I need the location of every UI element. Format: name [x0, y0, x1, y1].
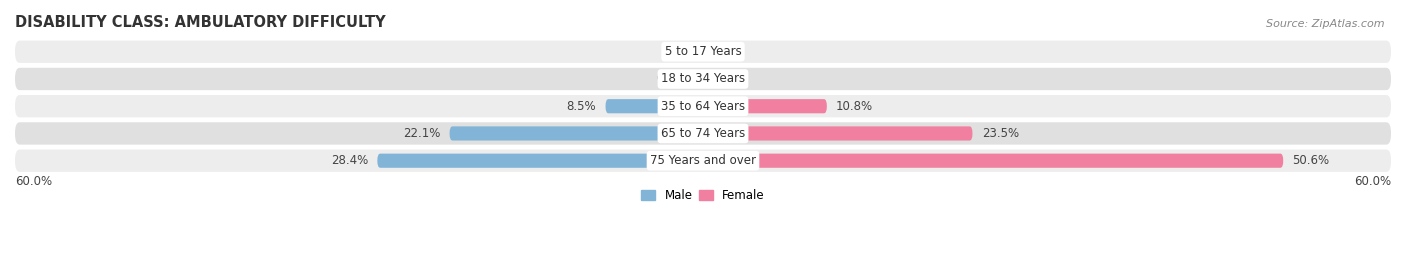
FancyBboxPatch shape — [15, 150, 1391, 172]
FancyBboxPatch shape — [15, 122, 1391, 145]
FancyBboxPatch shape — [703, 126, 973, 140]
Text: 35 to 64 Years: 35 to 64 Years — [661, 100, 745, 113]
FancyBboxPatch shape — [703, 154, 1284, 168]
Text: 18 to 34 Years: 18 to 34 Years — [661, 72, 745, 85]
FancyBboxPatch shape — [377, 154, 703, 168]
FancyBboxPatch shape — [15, 95, 1391, 117]
FancyBboxPatch shape — [703, 99, 827, 113]
FancyBboxPatch shape — [606, 99, 703, 113]
Text: 0.0%: 0.0% — [713, 45, 742, 58]
FancyBboxPatch shape — [700, 72, 704, 86]
Text: DISABILITY CLASS: AMBULATORY DIFFICULTY: DISABILITY CLASS: AMBULATORY DIFFICULTY — [15, 15, 385, 30]
Text: 0.0%: 0.0% — [664, 45, 693, 58]
Text: 10.8%: 10.8% — [837, 100, 873, 113]
Text: 60.0%: 60.0% — [1354, 175, 1391, 188]
Text: 75 Years and over: 75 Years and over — [650, 154, 756, 167]
FancyBboxPatch shape — [15, 40, 1391, 63]
Text: 23.5%: 23.5% — [981, 127, 1019, 140]
Text: 0.0%: 0.0% — [713, 72, 742, 85]
Text: 50.6%: 50.6% — [1292, 154, 1330, 167]
Text: Source: ZipAtlas.com: Source: ZipAtlas.com — [1267, 19, 1385, 29]
FancyBboxPatch shape — [450, 126, 703, 140]
Text: 22.1%: 22.1% — [404, 127, 440, 140]
Text: 0.08%: 0.08% — [657, 72, 693, 85]
Text: 65 to 74 Years: 65 to 74 Years — [661, 127, 745, 140]
FancyBboxPatch shape — [15, 68, 1391, 90]
Legend: Male, Female: Male, Female — [637, 184, 769, 207]
Text: 8.5%: 8.5% — [567, 100, 596, 113]
Text: 5 to 17 Years: 5 to 17 Years — [665, 45, 741, 58]
Text: 60.0%: 60.0% — [15, 175, 52, 188]
Text: 28.4%: 28.4% — [330, 154, 368, 167]
